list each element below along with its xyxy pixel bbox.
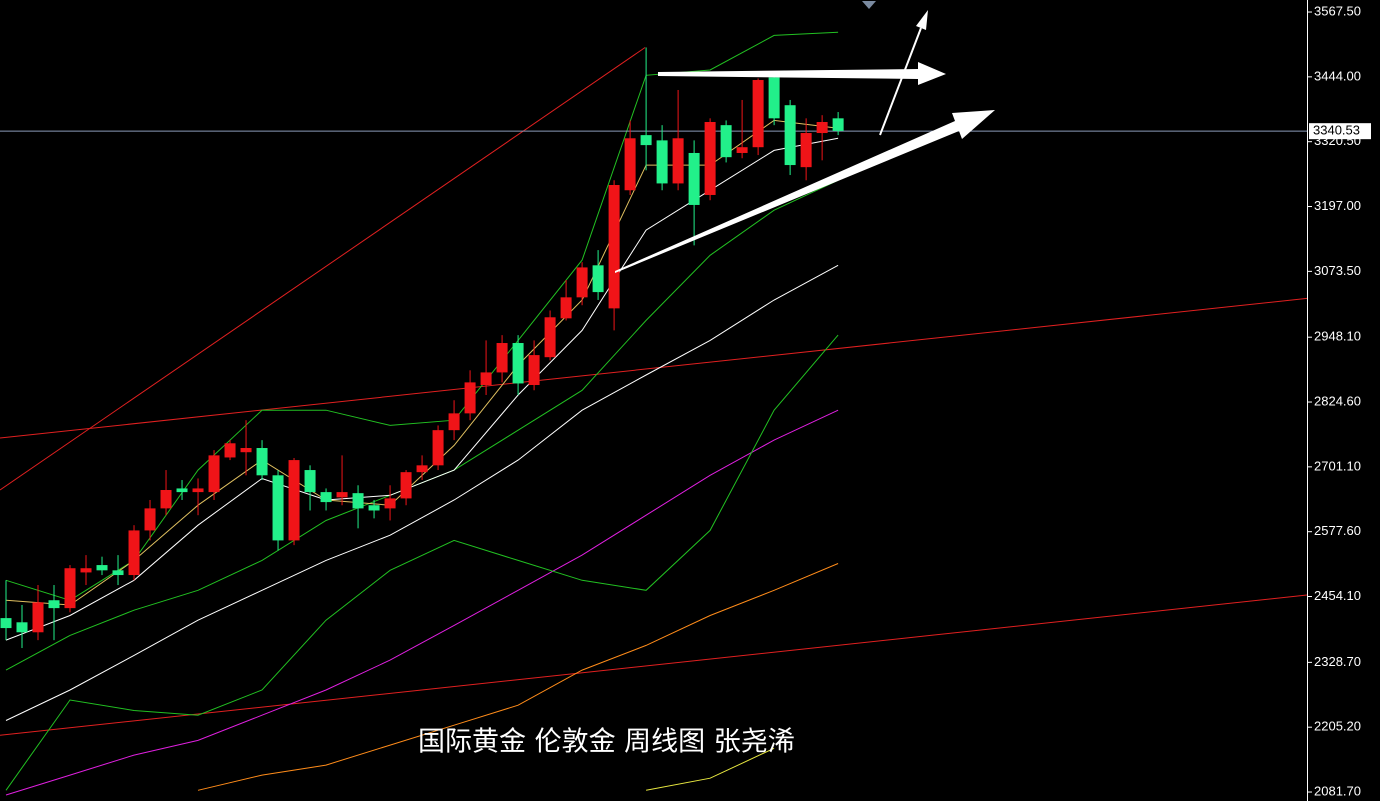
y-tick-label: 2205.20 bbox=[1314, 719, 1361, 734]
current-price-label: 3340.53 bbox=[1313, 123, 1360, 138]
candle-body bbox=[192, 488, 204, 493]
overlay-line bbox=[0, 47, 646, 491]
candle-body bbox=[224, 443, 236, 458]
candle-body bbox=[544, 317, 556, 358]
candle-body bbox=[208, 455, 220, 493]
overlay-line bbox=[5, 334, 839, 791]
candle-body bbox=[464, 382, 476, 414]
arrow bbox=[879, 27, 922, 136]
candle-body bbox=[32, 602, 44, 633]
candle-body bbox=[752, 80, 764, 148]
candle-body bbox=[288, 460, 300, 541]
y-tick-label: 2948.10 bbox=[1314, 329, 1361, 344]
candle-body bbox=[304, 470, 316, 493]
candle-body bbox=[112, 570, 124, 576]
y-tick-label: 2328.70 bbox=[1314, 654, 1361, 669]
candle-body bbox=[688, 152, 700, 205]
candle-body bbox=[832, 118, 844, 131]
candle-body bbox=[592, 265, 604, 293]
candle-body bbox=[160, 490, 172, 509]
candle-body bbox=[176, 488, 188, 493]
candles bbox=[0, 47, 844, 649]
overlay-line bbox=[0, 594, 1308, 736]
candle-body bbox=[656, 140, 668, 184]
candle-body bbox=[272, 475, 284, 541]
y-tick-label: 2824.60 bbox=[1314, 393, 1361, 408]
overlay-line bbox=[0, 297, 1308, 439]
y-tick-label: 3567.50 bbox=[1314, 3, 1361, 18]
candle-body bbox=[576, 267, 588, 298]
candle-body bbox=[320, 492, 332, 503]
candle-body bbox=[448, 413, 460, 431]
candle-body bbox=[736, 147, 748, 153]
candle-body bbox=[48, 600, 60, 609]
y-tick-label: 3197.00 bbox=[1314, 198, 1361, 213]
candle-body bbox=[0, 618, 12, 629]
candle-body bbox=[432, 430, 444, 466]
arrows bbox=[615, 10, 995, 273]
candle-body bbox=[624, 138, 636, 191]
candle-body bbox=[80, 568, 92, 573]
candle-body bbox=[128, 530, 140, 576]
candle-body bbox=[528, 355, 540, 386]
candle-body bbox=[336, 492, 348, 498]
arrow bbox=[658, 62, 946, 85]
candle-body bbox=[256, 448, 268, 476]
candle-body bbox=[240, 448, 252, 453]
candle-body bbox=[384, 498, 396, 509]
candle-body bbox=[144, 508, 156, 531]
candle-body bbox=[496, 343, 508, 373]
candle-body bbox=[704, 122, 716, 195]
candle-body bbox=[672, 138, 684, 184]
candle-body bbox=[768, 77, 780, 119]
candle-body bbox=[368, 505, 380, 511]
y-tick-label: 3073.50 bbox=[1314, 263, 1361, 278]
candle-body bbox=[640, 135, 652, 146]
overlay-lines bbox=[0, 31, 1308, 796]
candle-body bbox=[784, 105, 796, 166]
y-tick-label: 2701.10 bbox=[1314, 458, 1361, 473]
candle-body bbox=[352, 493, 364, 509]
overlay-line bbox=[197, 563, 839, 791]
candle-body bbox=[816, 122, 828, 134]
arrow-head bbox=[916, 10, 928, 30]
overlay-line bbox=[5, 409, 839, 796]
overlay-line bbox=[5, 264, 839, 721]
candle-body bbox=[400, 472, 412, 499]
candle-body bbox=[96, 565, 108, 571]
overlay-line bbox=[646, 747, 775, 791]
caption: 国际黄金 伦敦金 周线图 张尧浠 bbox=[418, 727, 795, 758]
y-tick-label: 2081.70 bbox=[1314, 783, 1361, 798]
candle-body bbox=[16, 622, 28, 633]
y-tick-label: 2454.10 bbox=[1314, 588, 1361, 603]
candle-body bbox=[800, 133, 812, 168]
overlay-line bbox=[5, 31, 839, 601]
candle-body bbox=[560, 297, 572, 319]
candle-body bbox=[720, 125, 732, 158]
y-tick-label: 3444.00 bbox=[1314, 68, 1361, 83]
candle-body bbox=[480, 372, 492, 386]
candle-body bbox=[64, 568, 76, 609]
y-axis-ticks: 3567.503444.003320.503197.003073.502948.… bbox=[1307, 3, 1371, 798]
marker bbox=[862, 1, 876, 9]
current-price-box bbox=[1309, 123, 1371, 140]
arrow bbox=[615, 110, 995, 273]
candle-body bbox=[608, 184, 620, 309]
y-tick-label: 2577.60 bbox=[1314, 523, 1361, 538]
candle-body bbox=[512, 343, 524, 384]
candle-body bbox=[416, 465, 428, 473]
